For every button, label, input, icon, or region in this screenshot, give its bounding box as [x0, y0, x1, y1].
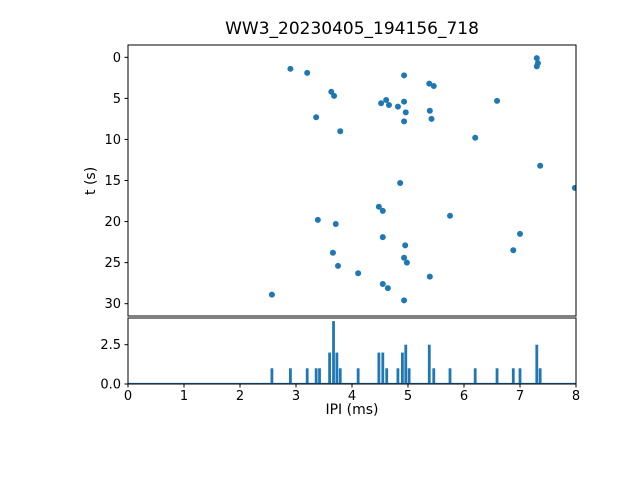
- histogram-bar: [305, 368, 309, 384]
- scatter-point: [375, 203, 382, 210]
- scatter-point: [379, 207, 386, 214]
- x-axis-label: IPI (ms): [325, 402, 379, 418]
- x-tick-label: 6: [460, 389, 468, 404]
- scatter-point: [571, 184, 576, 191]
- scatter-points: [268, 55, 576, 304]
- histogram-bars: [128, 321, 576, 384]
- histogram-bar: [535, 344, 539, 384]
- scatter-point: [533, 55, 540, 62]
- histogram-bar: [381, 352, 385, 384]
- scatter-point: [533, 63, 540, 70]
- histogram-bar: [332, 321, 335, 384]
- x-tick-label: 1: [180, 389, 188, 404]
- scatter-point: [379, 280, 386, 287]
- scatter-point: [426, 273, 433, 280]
- x-tick-label: 3: [292, 389, 300, 404]
- chart-title: WW3_20230405_194156_718: [225, 19, 479, 39]
- histogram-bar: [404, 344, 408, 384]
- scatter-point: [426, 80, 433, 87]
- y-axis-label: t (s): [83, 166, 99, 195]
- y-tick-label: 15: [104, 174, 121, 189]
- y-tick-label: 0.0: [100, 378, 121, 393]
- histogram-bar: [427, 344, 431, 384]
- scatter-point: [537, 162, 544, 169]
- histogram-bar: [338, 368, 342, 384]
- y-tick-label: 10: [104, 133, 121, 148]
- scatter-point: [402, 109, 409, 116]
- scatter-point: [355, 270, 362, 277]
- histogram-bar: [377, 352, 381, 384]
- histogram-bar: [401, 352, 404, 384]
- scatter-point: [447, 212, 453, 219]
- x-tick-label: 8: [572, 389, 580, 404]
- scatter-point: [313, 114, 320, 121]
- y-tick-label: 5: [113, 92, 121, 107]
- scatter-point: [384, 285, 391, 292]
- tick-labels: 0 5 10 15 20 25 30 0.0 2.5 0 1 2 3 4 5 6 7 8: [100, 51, 580, 404]
- scatter-point: [401, 254, 408, 261]
- y-tick-label: 25: [104, 256, 121, 271]
- histogram-bar: [518, 368, 522, 384]
- scatter-point: [385, 101, 392, 108]
- scatter-point: [287, 65, 294, 72]
- x-tick-label: 7: [516, 389, 524, 404]
- scatter-point: [337, 128, 344, 135]
- x-tick-label: 0: [124, 389, 132, 404]
- scatter-point: [426, 107, 433, 114]
- scatter-point: [379, 234, 386, 241]
- scatter-point: [472, 134, 479, 141]
- histogram-bar: [385, 368, 389, 384]
- histogram-bar: [495, 368, 499, 384]
- histogram-bar: [448, 368, 452, 384]
- scatter-point: [517, 230, 523, 237]
- x-tick-label: 4: [348, 389, 356, 404]
- x-tick-label: 2: [236, 389, 244, 404]
- scatter-point: [304, 69, 311, 76]
- scatter-point: [430, 83, 437, 90]
- scatter-point: [428, 115, 435, 122]
- scatter-point: [403, 259, 410, 266]
- histogram-bar: [432, 368, 436, 384]
- scatter-point: [401, 118, 408, 125]
- scatter-point: [314, 216, 321, 223]
- histogram-bar: [407, 368, 411, 384]
- scatter-point: [401, 72, 408, 79]
- hist-axes-box: [127, 317, 577, 385]
- histogram-bar: [289, 368, 292, 384]
- histogram-bar: [314, 368, 318, 384]
- histogram-bar: [270, 368, 274, 384]
- scatter-point: [401, 98, 408, 105]
- histogram-bar: [396, 368, 400, 384]
- scatter-point: [331, 92, 338, 99]
- scatter-point: [401, 297, 408, 304]
- scatter-point: [510, 247, 517, 254]
- y-tick-label: 0: [113, 51, 121, 66]
- scatter-point: [378, 100, 385, 107]
- y-tick-label: 30: [104, 297, 121, 312]
- scatter-point: [383, 97, 390, 104]
- scatter-point: [494, 97, 501, 104]
- histogram-bar: [335, 352, 339, 384]
- x-tick-label: 5: [404, 389, 412, 404]
- scatter-point: [402, 242, 409, 249]
- scatter-point: [329, 249, 336, 256]
- scatter-axes-box: [127, 44, 577, 317]
- scatter-point: [332, 221, 339, 228]
- histogram-bar: [318, 368, 321, 384]
- y-tick-label: 20: [104, 215, 121, 230]
- histogram-bar: [473, 368, 477, 384]
- scatter-point: [394, 103, 401, 110]
- scatter-point: [397, 179, 404, 186]
- scatter-point: [268, 291, 275, 298]
- scatter-point: [335, 262, 341, 269]
- histogram-bar: [538, 368, 542, 384]
- histogram-bar: [356, 368, 360, 384]
- y-tick-label: 2.5: [100, 338, 121, 353]
- histogram-bar: [511, 368, 515, 384]
- histogram-bar: [328, 352, 331, 384]
